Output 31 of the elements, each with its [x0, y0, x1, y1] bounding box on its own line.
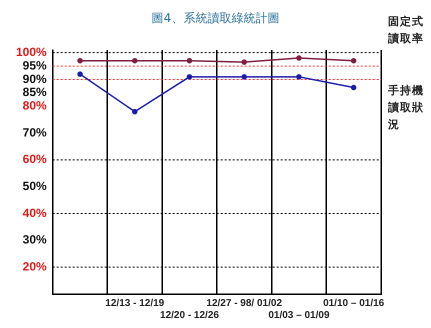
y-tick-label: 30%: [22, 232, 48, 247]
x-tick-label: 12/20 - 12/26: [160, 310, 220, 321]
point: [132, 58, 138, 64]
point: [186, 74, 192, 80]
y-tick-label: 95%: [22, 58, 48, 72]
point: [77, 58, 83, 64]
y-tick-label: 50%: [22, 179, 48, 194]
point: [350, 58, 356, 64]
y-tick-label: 85%: [22, 85, 48, 100]
y-tick-label: 40%: [22, 206, 48, 220]
point: [77, 71, 83, 77]
y-tick-label: 70%: [22, 125, 48, 140]
y-tick-label: 100%: [16, 44, 48, 59]
x-tick-label: 01/03 – 01/09: [268, 310, 330, 321]
y-tick-label: 60%: [22, 152, 48, 166]
point: [186, 58, 192, 64]
point: [132, 108, 138, 114]
x-tick-label: 12/13 - 12/19: [105, 298, 165, 309]
text: 固定式讀取率: [388, 14, 425, 47]
y-tick-label: 90%: [22, 72, 48, 86]
point: [241, 59, 247, 65]
y-tick-label: 80%: [22, 98, 48, 113]
point: [296, 74, 302, 80]
x-tick-label: 01/10 – 01/16: [323, 298, 385, 309]
chart-title: 圖4、系統讀取綠統計圖: [152, 11, 280, 25]
point: [241, 74, 247, 80]
x-tick-label: 12/27 - 98/ 01/02: [206, 298, 282, 309]
text: 手持機讀取狀況: [388, 82, 425, 133]
point: [296, 55, 302, 61]
point: [350, 84, 356, 90]
y-tick-label: 20%: [22, 260, 48, 274]
